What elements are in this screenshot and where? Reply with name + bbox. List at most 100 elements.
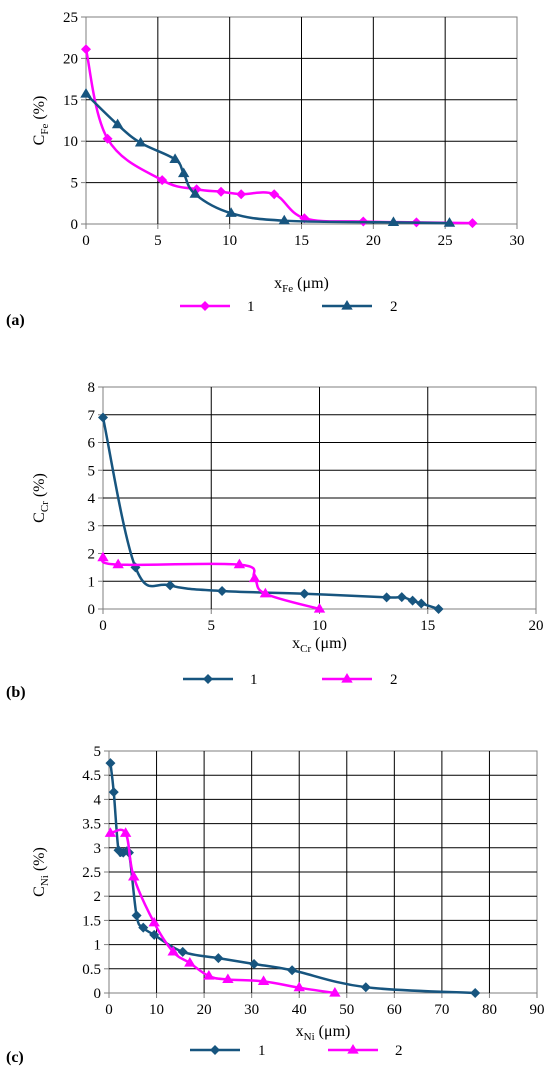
x-tick-label-a: 30 — [510, 233, 525, 249]
x-tick-label-c: 90 — [530, 1002, 545, 1018]
data-point-c-1 — [360, 982, 371, 993]
legend-label-c-1: 1 — [258, 1043, 266, 1059]
panel-label-b: (b) — [6, 684, 26, 701]
x-axis-title-b: xCr (μm) — [292, 635, 347, 655]
legend-swatch-marker-a-1 — [200, 301, 210, 311]
data-point-c-2 — [167, 945, 179, 956]
data-point-c-2 — [293, 981, 305, 992]
legend-item-a-2: 2 — [322, 299, 398, 315]
y-axis-title-a: CFe (%) — [31, 96, 51, 146]
y-tick-label-c: 0 — [94, 986, 102, 1002]
x-tick-label-c: 20 — [197, 1002, 212, 1018]
data-point-c-1 — [138, 922, 149, 933]
y-tick-label-a: 0 — [71, 217, 79, 233]
data-point-c-1 — [470, 988, 481, 998]
x-tick-label-b: 5 — [208, 618, 216, 634]
data-point-a-2 — [134, 136, 147, 147]
panel-label-a: (a) — [6, 312, 25, 329]
data-point-a-2 — [189, 188, 201, 198]
data-point-a-1 — [467, 218, 478, 229]
data-point-b-2 — [97, 551, 109, 562]
y-tick-label-b: 6 — [88, 436, 96, 452]
y-tick-label-c: 0.5 — [82, 962, 101, 978]
y-tick-label-c: 3 — [94, 841, 102, 857]
x-tick-label-c: 0 — [105, 1002, 113, 1018]
y-tick-label-b: 2 — [88, 547, 96, 563]
series-b-2 — [97, 551, 326, 613]
data-point-a-2 — [225, 207, 237, 217]
data-point-b-1 — [217, 585, 228, 596]
y-tick-label-a: 5 — [71, 176, 79, 192]
data-point-a-1 — [236, 189, 247, 200]
data-point-a-2 — [111, 118, 124, 129]
x-tick-label-c: 10 — [149, 1002, 164, 1018]
data-point-a-2 — [443, 217, 456, 227]
legend-swatch-marker-b-1 — [203, 674, 213, 684]
series-c-2 — [104, 827, 341, 997]
legend-item-c-2: 2 — [328, 1043, 403, 1059]
data-point-c-2 — [257, 975, 270, 985]
legend-label-a-2: 2 — [390, 299, 398, 315]
legend-swatch-marker-b-2 — [341, 673, 353, 683]
data-point-b-1 — [299, 588, 310, 599]
x-axis-title-a: xFe (μm) — [274, 275, 329, 295]
legend-label-b-1: 1 — [250, 672, 258, 688]
data-point-c-2 — [203, 970, 215, 980]
x-tick-label-c: 60 — [387, 1002, 402, 1018]
x-tick-label-c: 50 — [339, 1002, 354, 1018]
data-point-c-1 — [118, 847, 129, 858]
data-point-b-1 — [381, 592, 392, 603]
legend-label-a-1: 1 — [247, 299, 255, 315]
chart-c-svg: 0 10 20 30 40 50 60 70 80 90 0 0.5 1 1.5 2 2.5 3 3.5 4 4.5 5… — [31, 744, 545, 1059]
data-point-b-2 — [233, 558, 246, 569]
x-axis-title-c: xNi (μm) — [296, 1023, 351, 1043]
y-tick-label-b: 3 — [88, 519, 96, 535]
y-tick-label-c: 4.5 — [82, 768, 101, 784]
data-point-c-2 — [222, 973, 234, 984]
data-point-b-1 — [98, 412, 108, 423]
data-point-b-2 — [248, 572, 261, 583]
x-tick-label-c: 70 — [434, 1002, 449, 1018]
y-tick-label-b: 5 — [88, 463, 96, 479]
y-tick-label-c: 3.5 — [82, 817, 101, 833]
data-point-a-1 — [157, 175, 168, 186]
data-point-a-2 — [80, 88, 92, 98]
y-tick-label-c: 2 — [94, 889, 102, 905]
chart-panel-b: 0 5 10 15 20 0 1 2 3 4 5 6 7 8 xCr (μm) CCr (%) 1 2 (b) — [0, 370, 550, 715]
data-point-c-1 — [287, 965, 298, 976]
data-point-c-1 — [149, 929, 160, 940]
chart-panel-a: 0 5 10 15 20 25 30 0 5 10 15 20 25 xFe (μm) CFe (%) 1 2 … — [0, 0, 550, 340]
y-tick-label-a: 10 — [63, 134, 78, 150]
legend-item-b-2: 2 — [322, 672, 398, 688]
x-tick-label-b: 20 — [529, 618, 544, 634]
data-point-c-1 — [249, 958, 260, 969]
data-point-a-2 — [387, 216, 400, 226]
legend-swatch-marker-a-2 — [341, 300, 353, 310]
data-point-b-2 — [259, 587, 272, 598]
legend-item-a-1: 1 — [180, 299, 255, 315]
data-point-b-2 — [112, 558, 124, 569]
x-tick-label-c: 30 — [244, 1002, 259, 1018]
data-point-c-1 — [177, 946, 188, 957]
data-point-a-1 — [81, 44, 91, 55]
x-tick-label-b: 0 — [99, 618, 107, 634]
chart-a-svg: 0 5 10 15 20 25 30 0 5 10 15 20 25 xFe (μm) CFe (%) 1 2 — [31, 10, 525, 315]
data-point-c-2 — [119, 827, 132, 837]
legend-swatch-marker-c-2 — [347, 1044, 359, 1054]
y-tick-label-c: 5 — [94, 744, 102, 760]
x-tick-label-a: 25 — [438, 233, 453, 249]
legend-label-c-2: 2 — [395, 1043, 403, 1059]
y-tick-label-c: 1.5 — [82, 913, 101, 929]
data-point-c-1 — [108, 787, 119, 798]
data-point-b-1 — [396, 592, 407, 603]
data-point-c-1 — [131, 910, 142, 921]
x-tick-label-b: 15 — [420, 618, 435, 634]
data-point-c-2 — [329, 987, 341, 997]
y-tick-label-b: 1 — [88, 574, 96, 590]
legend-label-b-2: 2 — [390, 672, 398, 688]
x-tick-label-a: 0 — [82, 233, 90, 249]
x-tick-label-a: 5 — [154, 233, 162, 249]
data-point-b-1 — [407, 595, 418, 606]
y-tick-label-b: 7 — [88, 408, 96, 424]
series-b-1 — [98, 412, 444, 614]
